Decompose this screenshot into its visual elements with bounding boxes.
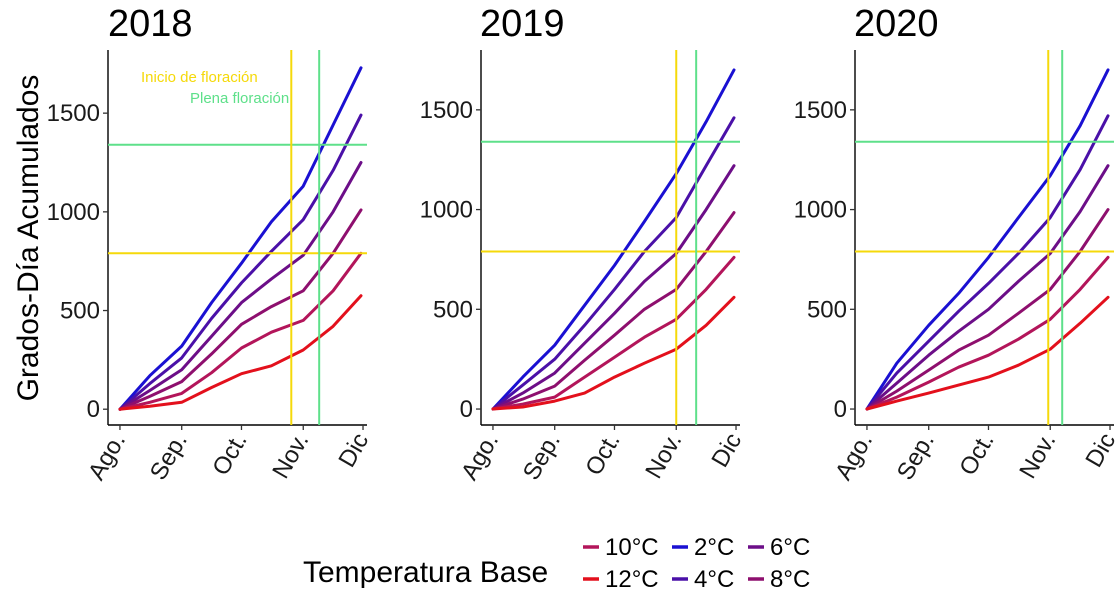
legend-item: 4°C <box>672 566 734 593</box>
series-line-8c <box>118 208 363 411</box>
y-tick-label: 1000 <box>420 197 473 224</box>
legend-item: 10°C <box>583 534 659 561</box>
y-tick-label: 0 <box>87 396 100 423</box>
legend-item: 2°C <box>672 534 734 561</box>
series-line-2c <box>865 68 1110 411</box>
panel-title: 2018 <box>108 3 193 45</box>
y-tick-label: 500 <box>433 296 473 323</box>
y-tick-label: 0 <box>834 396 847 423</box>
legend-items: 10°C 12°C 2°C 4°C 6°C 8°C <box>583 534 810 593</box>
series-line-4c <box>865 114 1110 411</box>
plot-area: 0 500 1000 1500 Ago. Sep. Oct. Nov. Dic <box>47 50 374 485</box>
x-tick-label: Sep. <box>145 429 193 485</box>
y-tick-label: 1500 <box>47 100 100 127</box>
series-line-6c <box>118 161 363 411</box>
x-tick-label: Oct. <box>580 429 625 481</box>
x-tick-label: Dic <box>1080 429 1120 473</box>
y-tick-label: 1500 <box>794 97 847 124</box>
plot-area: 0 500 1000 1500 Ago. Sep. Oct. Nov. Dic <box>420 50 747 485</box>
panel-title: 2019 <box>480 3 565 45</box>
x-tick-label: Nov. <box>1014 429 1061 484</box>
annotation-plena: Plena floración <box>190 90 289 107</box>
series-line-10c <box>118 251 363 411</box>
legend: Temperatura Base 10°C 12°C 2°C 4°C 6°C 8°C <box>303 534 810 593</box>
legend-label: 8°C <box>770 566 810 593</box>
x-tick-label: Nov. <box>640 429 687 484</box>
x-tick-label: Sep. <box>892 429 940 485</box>
legend-item: 6°C <box>748 534 810 561</box>
legend-label: 12°C <box>605 566 659 593</box>
y-tick-label: 500 <box>60 298 100 325</box>
series-line-8c <box>865 208 1110 411</box>
y-tick-label: 500 <box>807 296 847 323</box>
legend-label: 10°C <box>605 534 659 561</box>
series-line-12c <box>865 295 1110 411</box>
y-tick-label: 1000 <box>794 197 847 224</box>
series-line-6c <box>865 164 1110 411</box>
series-line-2c <box>118 66 363 411</box>
legend-label: 2°C <box>694 534 734 561</box>
x-tick-label: Dic <box>706 429 747 473</box>
x-tick-label: Ago. <box>830 429 878 485</box>
x-tick-label: Oct. <box>954 429 999 481</box>
x-tick-label: Nov. <box>267 429 314 484</box>
annotation-inicio: Inicio de floración <box>141 69 258 86</box>
panel-2019: 2019 0 500 1000 1500 Ago. Sep. Oct. Nov. Dic <box>420 3 748 485</box>
y-tick-label: 1000 <box>47 199 100 226</box>
y-tick-label: 0 <box>460 396 473 423</box>
legend-label: 4°C <box>694 566 734 593</box>
legend-title: Temperatura Base <box>303 556 548 589</box>
series-line-4c <box>118 113 363 411</box>
x-tick-label: Oct. <box>207 429 252 481</box>
y-tick-label: 1500 <box>420 97 473 124</box>
series-line-12c <box>118 294 363 411</box>
series-line-10c <box>865 255 1110 411</box>
panel-2020: 2020 0 500 1000 1500 Ago. Sep. Oct. Nov. Dic <box>794 3 1120 485</box>
legend-item: 8°C <box>748 566 810 593</box>
x-tick-label: Dic <box>333 429 374 473</box>
x-tick-label: Sep. <box>518 429 566 485</box>
plot-area: 0 500 1000 1500 Ago. Sep. Oct. Nov. Dic <box>794 50 1120 485</box>
legend-item: 12°C <box>583 566 659 593</box>
y-axis-label: Grados-Día Acumulados <box>12 75 45 402</box>
x-tick-label: Ago. <box>456 429 504 485</box>
panel-title: 2020 <box>854 3 939 45</box>
legend-label: 6°C <box>770 534 810 561</box>
x-tick-label: Ago. <box>83 429 131 485</box>
panel-2018: 2018 0 500 1000 1500 Ago. Sep. Oct. Nov. Dic Ini… <box>47 3 375 485</box>
